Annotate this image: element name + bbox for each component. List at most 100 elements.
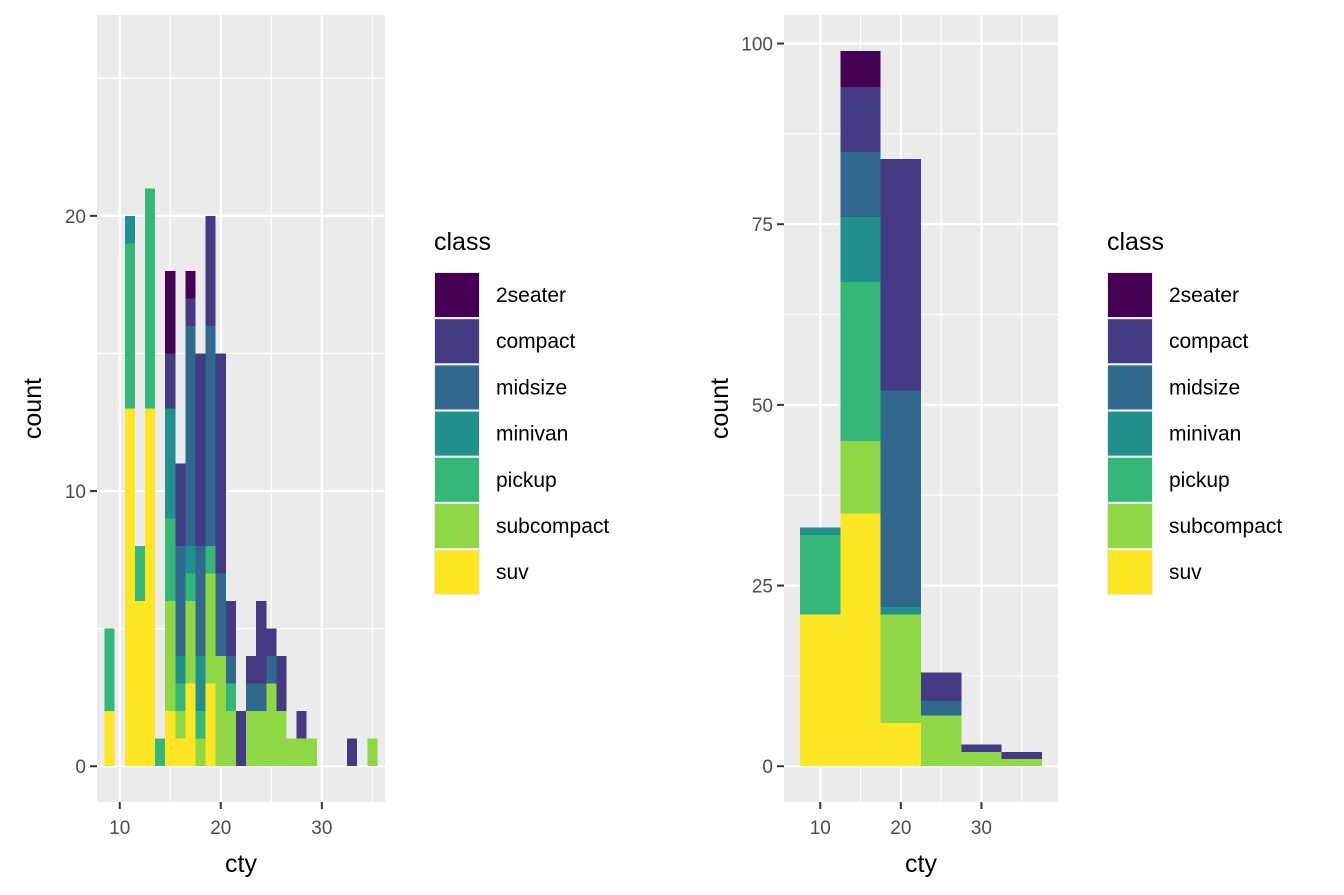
bar-segment-compact [961, 744, 1002, 752]
bar-segment-midsize [880, 390, 921, 608]
bar-segment-suv [840, 513, 881, 767]
bar-segment-pickup [185, 573, 196, 602]
legend-swatch-pickup [435, 457, 479, 502]
bar-segment-compact [256, 601, 267, 684]
bar-segment-pickup [225, 683, 236, 712]
legend-swatch-midsize [435, 365, 479, 410]
legend-label: compact [496, 330, 576, 353]
bar-segment-pickup [124, 243, 135, 409]
bar-segment-subcompact [185, 601, 196, 684]
bar-segment-suv [205, 683, 216, 767]
bar-segment-minivan [840, 216, 881, 283]
bar-segment-midsize [256, 683, 267, 712]
legend-label: subcompact [1169, 515, 1282, 538]
bar-segment-pickup [840, 282, 881, 442]
x-axis-title: cty [905, 850, 937, 878]
bar-segment-2seater [185, 270, 196, 299]
bar-segment-2seater [165, 270, 176, 354]
bar-segment-suv [185, 683, 196, 767]
y-tick-label: 0 [75, 757, 86, 778]
legend-title: class [1107, 228, 1164, 256]
bar-segment-midsize [225, 656, 236, 684]
bar-segment-compact [235, 711, 247, 767]
legend-label: 2seater [496, 284, 566, 307]
bar-segment-pickup [145, 188, 156, 409]
bar-segment-subcompact [296, 738, 307, 767]
bar-segment-suv [800, 614, 841, 767]
x-axis-title: cty [225, 850, 257, 878]
x-tick-label: 10 [810, 818, 831, 839]
bar-segment-pickup [800, 534, 841, 615]
y-tick-label: 25 [752, 577, 773, 598]
x-tick-label: 20 [210, 818, 231, 839]
bar-segment-compact [840, 86, 881, 152]
legend-label: pickup [496, 469, 557, 492]
bar-segment-pickup [205, 546, 216, 574]
bar-segment-subcompact [306, 738, 317, 767]
legend-swatch-compact [435, 319, 479, 364]
legend-label: suv [1169, 561, 1202, 584]
x-tick-label: 30 [971, 818, 992, 839]
legend-label: midsize [1169, 376, 1240, 399]
bar-segment-subcompact [246, 711, 257, 767]
y-tick-label: 75 [752, 215, 773, 236]
bar-segment-minivan [185, 546, 196, 574]
x-tick-label: 10 [109, 818, 130, 839]
legend-swatch-subcompact [435, 504, 479, 548]
legend-swatch-minivan [435, 411, 479, 456]
bar-segment-suv [165, 711, 176, 767]
bar-segment-compact [276, 656, 287, 712]
right-histogram-chart: 0 25 50 75 100 10 20 30 cty count class 2seater comp… [706, 15, 1282, 878]
bar-segment-suv [145, 408, 156, 767]
bar-segment-midsize [246, 683, 257, 712]
legend-swatch-midsize [1108, 365, 1152, 410]
bar-segment-midsize [205, 325, 216, 547]
legend-swatch-pickup [1108, 457, 1152, 502]
y-axis-title: count [706, 378, 734, 439]
legend-swatch-2seater [435, 273, 479, 317]
bar-segment-pickup [195, 711, 206, 739]
bar-segment-minivan [195, 656, 206, 712]
bar-segment-compact [165, 353, 176, 409]
bar-segment-compact [175, 463, 186, 547]
legend-swatch-subcompact [1108, 504, 1152, 548]
bar-segment-pickup [155, 738, 166, 767]
bar-segment-suv [124, 408, 135, 767]
bar-segment-suv [175, 738, 186, 767]
bar-segment-minivan [124, 215, 135, 244]
bar-segment-subcompact [880, 614, 921, 723]
legend-label: midsize [496, 376, 567, 399]
left-histogram-chart: 0 10 20 10 20 30 cty count class 2seater compact mi… [19, 15, 609, 878]
bar-segment-midsize [215, 573, 226, 657]
bar-segment-subcompact [921, 715, 962, 767]
x-tick-label: 20 [890, 818, 911, 839]
bar-segment-subcompact [286, 738, 297, 767]
bar-segment-compact [921, 672, 962, 702]
bar-segment-compact [225, 601, 236, 657]
bar-segment-suv [880, 722, 921, 767]
y-tick-label: 0 [762, 757, 773, 778]
legend-label: minivan [496, 423, 568, 446]
y-axis-title: count [19, 378, 47, 439]
bar-segment-compact [296, 711, 307, 739]
legend-swatch-2seater [1108, 273, 1152, 317]
bar-segment-subcompact [367, 738, 378, 767]
bar-segment-pickup [175, 683, 186, 712]
bar-segment-compact [195, 353, 206, 547]
legend: class 2seater compact midsize minivan pickup s… [434, 228, 609, 596]
bar-segment-compact [1001, 751, 1042, 760]
bar-segment-midsize [195, 546, 206, 657]
bar-segment-minivan [800, 527, 841, 535]
legend-label: pickup [1169, 469, 1230, 492]
bar-segment-subcompact [215, 656, 226, 767]
bar-segment-compact [215, 353, 226, 574]
bar-segment-compact [246, 656, 257, 684]
bar-segment-midsize [175, 546, 186, 657]
bar-segment-suv [134, 601, 145, 767]
bar-segment-midsize [266, 656, 277, 684]
legend-swatch-compact [1108, 319, 1152, 364]
legend: class 2seater compact midsize minivan pickup s… [1107, 228, 1282, 596]
bar-segment-pickup [104, 628, 115, 712]
bar-segment-minivan [175, 656, 186, 684]
